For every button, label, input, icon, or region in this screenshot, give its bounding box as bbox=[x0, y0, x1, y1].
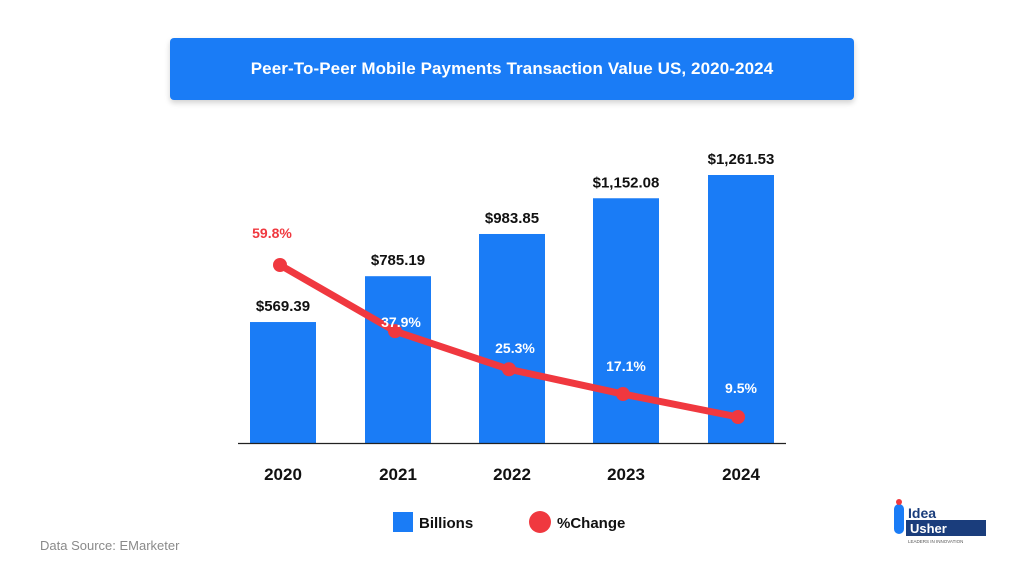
x-tick-label-2021: 2021 bbox=[379, 465, 417, 484]
bar-2023 bbox=[593, 198, 659, 443]
change-label-2021: 37.9% bbox=[381, 314, 421, 330]
change-point-2024 bbox=[731, 410, 745, 424]
change-point-2020 bbox=[273, 258, 287, 272]
bar-2022 bbox=[479, 233, 545, 443]
change-point-2021 bbox=[388, 324, 402, 339]
chart-title-banner: Peer-To-Peer Mobile Payments Transaction… bbox=[170, 38, 854, 100]
change-label-2024: 9.5% bbox=[725, 380, 757, 396]
x-tick-label-2020: 2020 bbox=[264, 465, 302, 484]
bar-2020 bbox=[250, 322, 316, 443]
change-point-2023 bbox=[616, 387, 630, 402]
legend-billions-label: Billions bbox=[419, 515, 473, 532]
svg-text:Usher: Usher bbox=[910, 521, 947, 536]
change-point-2022 bbox=[502, 362, 516, 377]
bar-value-label-2022: $983.85 bbox=[485, 210, 539, 227]
bar-value-label-2020: $569.39 bbox=[256, 298, 310, 315]
legend-billions-swatch bbox=[393, 512, 413, 532]
bar-2021 bbox=[365, 276, 431, 443]
bar-value-label-2024: $1,261.53 bbox=[708, 151, 775, 168]
change-label-2020: 59.8% bbox=[252, 225, 292, 241]
x-tick-label-2022: 2022 bbox=[493, 465, 531, 484]
legend-change-label: %Change bbox=[557, 515, 625, 532]
data-source: Data Source: EMarketer bbox=[40, 538, 180, 553]
x-tick-label-2024: 2024 bbox=[722, 465, 760, 484]
bar-2024 bbox=[708, 175, 774, 443]
bar-value-label-2021: $785.19 bbox=[371, 252, 425, 269]
change-label-2023: 17.1% bbox=[606, 358, 646, 374]
legend-change-swatch bbox=[529, 511, 551, 533]
bar-value-label-2023: $1,152.08 bbox=[593, 174, 660, 191]
svg-text:Idea: Idea bbox=[908, 505, 936, 521]
idea-usher-logo: Idea Usher LEADERS IN INNOVATION bbox=[894, 499, 986, 544]
chart-title: Peer-To-Peer Mobile Payments Transaction… bbox=[250, 59, 774, 78]
svg-text:LEADERS IN INNOVATION: LEADERS IN INNOVATION bbox=[908, 539, 963, 544]
x-tick-label-2023: 2023 bbox=[607, 465, 645, 484]
change-label-2022: 25.3% bbox=[495, 340, 535, 356]
